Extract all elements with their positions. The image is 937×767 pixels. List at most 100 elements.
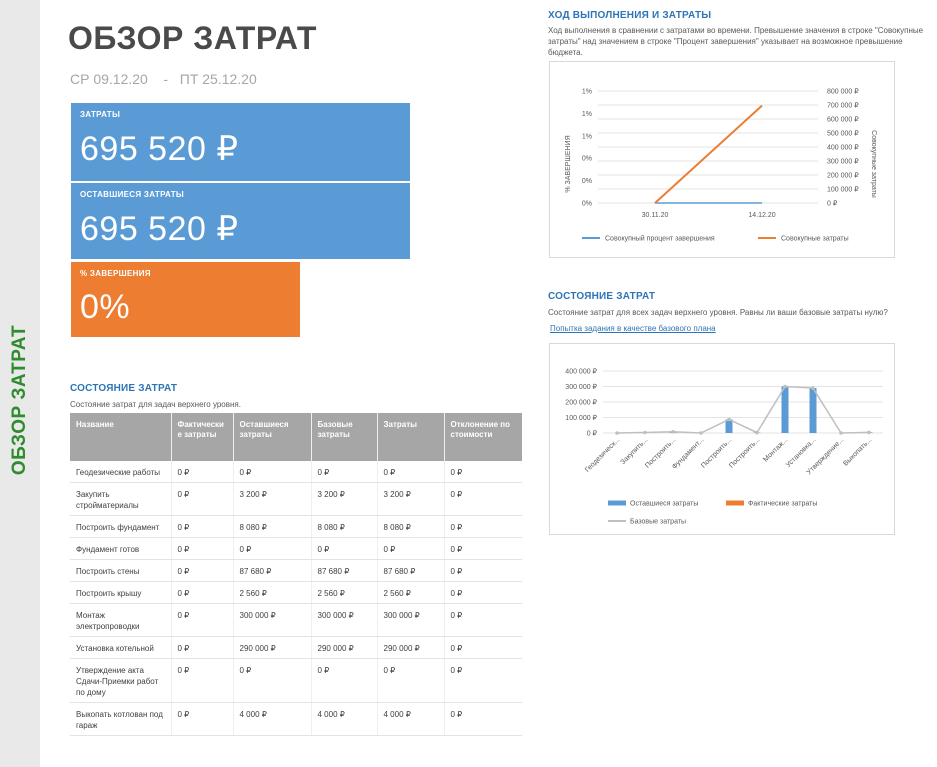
cost-cell: 0 ₽	[232, 537, 311, 560]
left-tick-label: 1%	[582, 133, 592, 140]
cost-cell: 8 080 ₽	[232, 515, 311, 538]
left-tick-label: 1%	[582, 89, 592, 96]
status2-description: Состояние затрат для всех задач верхнего…	[548, 308, 888, 317]
date-start: СР 09.12.20	[70, 71, 148, 87]
cost-cell: 0 ₽	[232, 658, 311, 703]
left-axis-title: % ЗАВЕРШЕНИЯ	[565, 135, 572, 192]
right-tick-label: 400 000 ₽	[827, 144, 859, 152]
cost-cell: 0 ₽	[232, 461, 311, 483]
cost-status-chart-legend: Оставшиеся затраты Фактические затраты Баз…	[608, 500, 817, 526]
progress-chart-right-ticks: 800 000 ₽ 700 000 ₽ 600 000 ₽ 500 000 ₽ 400 …	[827, 88, 859, 208]
progress-chart-left-ticks: 1% 1% 1% 0% 0% 0%	[582, 89, 592, 208]
cost-cell: 0 ₽	[443, 515, 522, 538]
cost-cell: 0 ₽	[170, 636, 233, 659]
column-header: Название	[70, 413, 171, 461]
table-row: Построить крышу 0 ₽2 560 ₽2 560 ₽2 560 ₽0…	[70, 581, 522, 604]
y-tick-label: 400 000 ₽	[565, 368, 597, 376]
baseline-point	[699, 431, 703, 435]
report-title: ОБЗОР ЗАТРАТ	[68, 20, 317, 56]
right-tick-label: 100 000 ₽	[827, 186, 859, 194]
right-tick-label: 600 000 ₽	[827, 116, 859, 124]
column-header: Отклонение по стоимости	[443, 413, 522, 461]
cost-cell: 2 560 ₽	[232, 581, 311, 604]
progress-heading: ХОД ВЫПОЛНЕНИЯ И ЗАТРАТЫ	[548, 10, 712, 21]
legend-entry: Фактические затраты	[748, 501, 817, 508]
date-separator: -	[163, 71, 169, 87]
cost-cell: 0 ₽	[170, 482, 233, 516]
baseline-point	[755, 430, 759, 435]
table-row: Выкопать котлован под гараж 0 ₽4 000 ₽4 0…	[70, 702, 522, 736]
remaining-tile-label: ОСТАВШИЕСЯ ЗАТРАТЫ	[80, 190, 185, 199]
task-name-cell: Геодезические работы	[70, 461, 171, 483]
cost-status-chart: 400 000 ₽300 000 ₽200 000 ₽100 000 ₽0 ₽ …	[549, 343, 895, 535]
cost-cell: 0 ₽	[170, 603, 233, 637]
right-tick-label: 300 000 ₽	[827, 158, 859, 166]
left-tick-label: 0%	[582, 156, 592, 163]
cost-cell: 290 000 ₽	[232, 636, 311, 659]
cost-cell: 300 000 ₽	[376, 603, 444, 637]
remaining-tile: ОСТАВШИЕСЯ ЗАТРАТЫ 695 520 ₽	[71, 183, 410, 259]
right-tick-label: 200 000 ₽	[827, 172, 859, 180]
cost-cell: 4 000 ₽	[232, 702, 311, 736]
table-header-row: Название Фактически е затраты Оставшиеся…	[70, 413, 522, 461]
task-name-cell: Фундамент готов	[70, 537, 171, 560]
cost-status-heading: СОСТОЯНИЕ ЗАТРАТ	[70, 383, 178, 394]
progress-chart: 1% 1% 1% 0% 0% 0% 800 000 ₽ 700 000 ₽ 600 000 ₽…	[549, 61, 895, 258]
cost-cell: 0 ₽	[170, 581, 233, 604]
right-tick-label: 800 000 ₽	[827, 88, 859, 96]
cost-cell: 0 ₽	[170, 658, 233, 703]
progress-description: Ход выполнения в сравнении с затратами в…	[548, 26, 924, 57]
cost-cell: 0 ₽	[376, 658, 444, 703]
cost-cell: 8 080 ₽	[376, 515, 444, 538]
table-row: Построить стены 0 ₽87 680 ₽87 680 ₽87 680…	[70, 559, 522, 582]
cost-cell: 0 ₽	[443, 537, 522, 560]
legend-swatch	[726, 500, 744, 506]
category-label: Выкопать...	[842, 436, 873, 467]
series-line	[654, 104, 763, 204]
baseline-line	[616, 385, 870, 434]
progress-chart-series	[654, 104, 763, 204]
baseline-point	[811, 386, 815, 390]
progress-chart-svg: 1% 1% 1% 0% 0% 0% 800 000 ₽ 700 000 ₽ 600 000 ₽…	[565, 88, 877, 243]
cost-cell: 3 200 ₽	[310, 482, 377, 516]
cost-status-table: Название Фактически е затраты Оставшиеся…	[70, 413, 522, 736]
costs-tile: ЗАТРАТЫ 695 520 ₽	[71, 103, 410, 181]
completion-tile-value: 0%	[80, 288, 131, 326]
cost-cell: 4 000 ₽	[310, 702, 377, 736]
column-header: Базовые затраты	[310, 413, 377, 461]
table-body: Геодезические работы 0 ₽0 ₽0 ₽0 ₽0 ₽ Закуп…	[70, 461, 522, 736]
baseline-point	[867, 430, 871, 435]
bar	[725, 419, 733, 433]
cost-status-chart-grid	[603, 370, 883, 434]
costs-tile-label: ЗАТРАТЫ	[80, 110, 121, 119]
cost-cell: 87 680 ₽	[232, 559, 311, 582]
cost-cell: 0 ₽	[443, 581, 522, 604]
task-name-cell: Закупить стройматериалы	[70, 482, 171, 516]
cost-cell: 4 000 ₽	[376, 702, 444, 736]
cost-status-description: Состояние затрат для задач верхнего уров…	[70, 400, 241, 409]
cost-cell: 0 ₽	[170, 515, 233, 538]
cost-cell: 300 000 ₽	[310, 603, 377, 637]
column-header: Оставшиеся затраты	[232, 413, 311, 461]
progress-chart-grid	[598, 90, 818, 204]
date-range: СР 09.12.20 - ПТ 25.12.20	[70, 71, 257, 87]
cost-cell: 0 ₽	[376, 537, 444, 560]
cost-cell: 0 ₽	[170, 537, 233, 560]
cost-cell: 2 560 ₽	[310, 581, 377, 604]
cost-cell: 0 ₽	[170, 702, 233, 736]
baseline-point	[615, 431, 619, 435]
cost-cell: 290 000 ₽	[310, 636, 377, 659]
y-tick-label: 300 000 ₽	[565, 383, 597, 391]
y-tick-label: 0 ₽	[587, 430, 598, 438]
legend-entry: Оставшиеся затраты	[630, 501, 698, 508]
category-label: Геодезическ...	[584, 436, 621, 473]
baseline-point	[727, 417, 731, 422]
cost-cell: 87 680 ₽	[376, 559, 444, 582]
set-baseline-link[interactable]: Попытка задания в качестве базового план…	[550, 324, 716, 333]
task-name-cell: Выкопать котлован под гараж	[70, 702, 171, 736]
cost-cell: 0 ₽	[443, 603, 522, 637]
task-name-cell: Построить крышу	[70, 581, 171, 604]
cost-cell: 3 200 ₽	[232, 482, 311, 516]
date-end: ПТ 25.12.20	[179, 71, 257, 87]
table-row: Монтаж электропроводки 0 ₽300 000 ₽300 00…	[70, 603, 522, 637]
